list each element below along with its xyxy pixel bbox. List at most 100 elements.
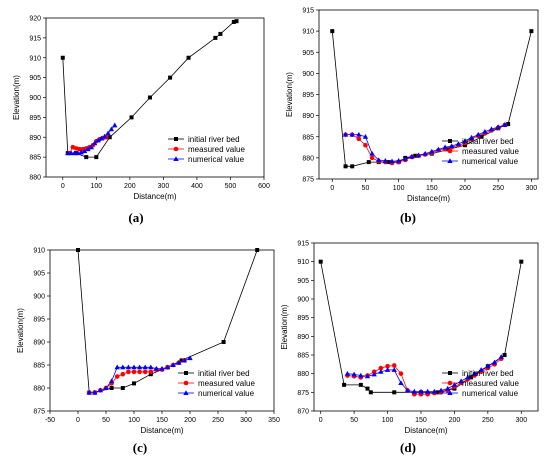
x-tick-label: 100 <box>128 417 140 424</box>
data-point-numerical-value <box>415 152 422 158</box>
data-point-numerical-value <box>451 382 458 387</box>
legend-label: measured value <box>188 145 245 154</box>
data-point-initial-river-bed <box>129 115 134 120</box>
data-point-initial-river-bed <box>386 160 391 165</box>
panel-label: (d) <box>400 440 416 455</box>
legend-label: initial river bed <box>198 369 250 378</box>
x-tick-label: 200 <box>449 417 461 424</box>
data-point-numerical-value <box>170 362 176 367</box>
data-point-measured-value <box>391 363 397 368</box>
data-point-numerical-value <box>181 357 188 363</box>
data-point-initial-river-bed <box>168 75 173 80</box>
data-point-initial-river-bed <box>74 151 79 156</box>
y-tick-label: 910 <box>297 259 309 266</box>
y-tick-label: 890 <box>33 340 45 347</box>
y-tick-label: 890 <box>29 135 41 142</box>
data-point-numerical-value <box>342 131 349 137</box>
y-tick-label: 885 <box>297 353 309 360</box>
chart-panel-c: -50 0 50 100 150 200 250 300 350 875 880 885 890 895 9… <box>16 248 280 456</box>
data-point-numerical-value <box>418 388 424 394</box>
data-point-numerical-value <box>364 373 371 379</box>
legend-label: measured value <box>462 379 519 388</box>
data-point-initial-river-bed <box>84 155 89 160</box>
legend-marker <box>448 371 452 375</box>
x-tick-label: 0 <box>319 417 323 424</box>
data-point-numerical-value <box>153 365 160 371</box>
data-point-initial-river-bed <box>368 390 373 395</box>
data-point-numerical-value <box>431 388 438 394</box>
data-point-initial-river-bed <box>218 31 223 36</box>
data-point-measured-value <box>398 371 404 376</box>
data-point-numerical-value <box>120 364 126 370</box>
data-point-numerical-value <box>409 153 415 159</box>
data-point-initial-river-bed <box>221 340 226 344</box>
legend-label: measured value <box>462 147 519 156</box>
data-point-numerical-value <box>491 359 498 365</box>
x-tick-label: 200 <box>184 417 196 424</box>
x-axis-label: Distance(m) <box>133 192 176 201</box>
data-point-numerical-value <box>131 364 137 370</box>
data-point-numerical-value <box>449 143 455 149</box>
data-point-numerical-value <box>471 370 478 376</box>
data-point-numerical-value <box>402 155 408 161</box>
data-point-measured-value <box>369 155 375 161</box>
legend-marker <box>183 390 189 395</box>
y-tick-label: 875 <box>33 409 45 416</box>
data-point-initial-river-bed <box>107 135 112 140</box>
data-point-numerical-value <box>176 359 182 365</box>
chart-panel-b: 0 50 100 150 200 250 300 875 880 885 890 895 900 905 9… <box>285 8 539 225</box>
data-point-numerical-value <box>495 124 501 130</box>
data-point-initial-river-bed <box>231 19 236 24</box>
legend-marker <box>173 156 179 161</box>
data-point-initial-river-bed <box>506 122 511 127</box>
y-tick-label: 910 <box>29 55 41 62</box>
x-tick-label: 150 <box>156 417 168 424</box>
data-point-numerical-value <box>442 144 448 150</box>
data-point-numerical-value <box>482 128 488 134</box>
y-tick-label: 900 <box>33 294 45 301</box>
y-tick-label: 900 <box>297 297 309 304</box>
data-point-measured-value <box>114 374 120 379</box>
y-axis-label: Elevation(m) <box>12 75 21 120</box>
data-point-numerical-value <box>411 388 417 394</box>
data-point-initial-river-bed <box>60 55 65 60</box>
x-tick-label: 400 <box>191 183 203 190</box>
x-tick-label: 250 <box>482 417 494 424</box>
data-point-initial-river-bed <box>358 382 363 387</box>
x-tick-label: -50 <box>45 417 55 424</box>
data-point-numerical-value <box>391 367 397 372</box>
data-point-numerical-value <box>389 158 395 164</box>
data-point-numerical-value <box>136 364 143 370</box>
y-tick-label: 895 <box>297 315 309 322</box>
legend-marker <box>447 380 453 386</box>
data-point-measured-value <box>356 136 362 142</box>
y-tick-label: 875 <box>297 390 309 397</box>
data-point-measured-value <box>148 369 154 375</box>
legend-marker <box>174 137 178 141</box>
legend-label: numerical value <box>462 157 519 166</box>
data-point-numerical-value <box>462 138 468 143</box>
x-axis-label: Distance(m) <box>404 426 447 435</box>
data-point-numerical-value <box>98 135 105 141</box>
data-point-numerical-value <box>404 387 411 393</box>
x-tick-label: 50 <box>362 185 370 192</box>
y-tick-label: 905 <box>29 75 41 82</box>
data-point-initial-river-bed <box>529 29 534 34</box>
x-tick-label: 350 <box>268 417 280 424</box>
data-point-numerical-value <box>86 389 92 395</box>
data-point-measured-value <box>363 142 368 148</box>
data-point-numerical-value <box>88 144 94 150</box>
data-point-numerical-value <box>356 131 362 137</box>
data-point-measured-value <box>120 371 126 377</box>
data-point-numerical-value <box>422 150 428 156</box>
y-tick-label: 880 <box>33 386 45 393</box>
data-point-numerical-value <box>478 367 484 372</box>
y-tick-label: 900 <box>302 71 314 78</box>
data-point-numerical-value <box>108 378 115 384</box>
data-point-initial-river-bed <box>435 390 440 395</box>
data-point-numerical-value <box>378 369 384 374</box>
x-tick-label: 0 <box>330 185 334 192</box>
legend-marker <box>448 139 452 143</box>
data-point-measured-value <box>131 369 137 375</box>
legend-label: numerical value <box>198 389 255 398</box>
